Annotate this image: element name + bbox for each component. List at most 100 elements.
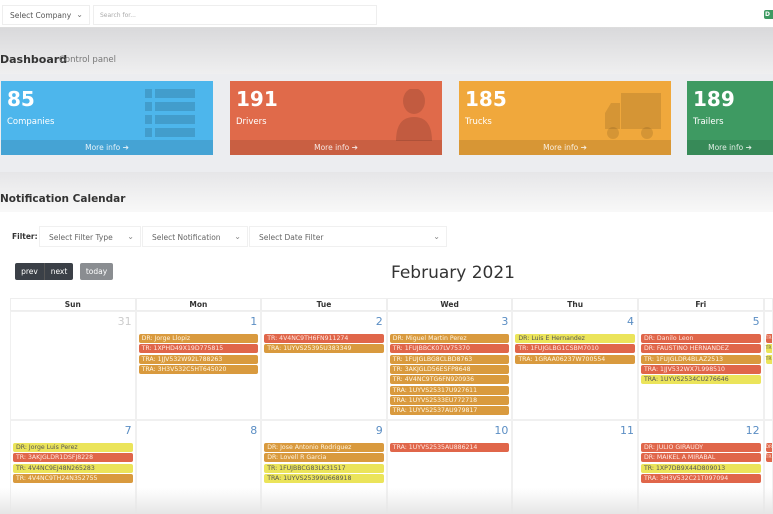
calendar-day-cell[interactable]: 4 DR: Luis E Hernandez TR: 1FUJGLBG1CSBM70… [512,311,638,420]
calendar-day-cell[interactable]: 8 [135,420,262,514]
calendar-event[interactable]: TRA: 1UYVS25399U668918 [264,473,384,483]
calendar-event[interactable]: DR: Jose Antonio Rodriguez [264,443,384,452]
calendar-event[interactable]: TR: 1XP7DB9X44D809013 [641,463,761,473]
arrow-circle-right-icon: ➔ [351,143,358,152]
user-icon [374,88,434,141]
company-select-value: Select Company [10,11,72,20]
arrow-circle-right-icon: ➔ [580,143,587,152]
day-number[interactable]: 31 [117,315,132,328]
calendar-event[interactable]: TRA: 1UYVS2534CU276646 [641,375,761,385]
calendar-event[interactable]: TR [765,354,772,364]
next-button[interactable]: next [44,263,73,280]
calendar-month-title: February 2021 [391,263,515,283]
more-info-link[interactable]: More info ➔ [1,140,213,155]
calendar-event[interactable]: TR: 1FUJGLDR4BLAZ2513 [641,354,761,364]
calendar-day-cell[interactable]: 9 DR: Jose Antonio Rodriguez DR: Lovell R … [261,420,387,514]
arrow-circle-right-icon: ➔ [745,143,752,152]
calendar-event[interactable]: TR: 1FUJBBCK07LV75370 [389,344,510,354]
date-filter-value: Select Date Filter [259,233,324,242]
calendar-day-cell[interactable]: 3 DR: Miguel Martin Perez TR: 1FUJBBCK07LV… [386,311,513,420]
more-info-link[interactable]: More info ➔ [230,140,442,155]
green-button[interactable]: D [764,10,773,19]
day-number[interactable]: 1 [250,315,258,328]
date-filter-select[interactable]: Select Date Filter ⌄ [249,226,447,247]
day-number[interactable]: 7 [124,424,132,437]
calendar-event[interactable]: TRA: 1UYVS2533EU772718 [389,395,510,405]
calendar-event[interactable]: TR: 1FUJGLBG1CSBM7010 [515,344,635,354]
calendar-day-cell[interactable]: TR TR TR [763,311,773,420]
calendar-event[interactable]: TRA: 3H3V532C21T097094 [641,473,761,483]
day-header [763,298,773,311]
stat-value: 191 [236,87,278,111]
day-number[interactable]: 10 [494,424,509,437]
prev-button[interactable]: prev [15,263,44,280]
calendar-event[interactable]: TRA: 1UYVS25395U383349 [264,344,384,354]
calendar-event[interactable]: TR: 1FUJGLBG8CLBD8763 [389,354,510,364]
stat-label: Companies [7,117,55,127]
truck-icon [603,89,663,141]
calendar-event[interactable]: DR: Luis E Hernandez [515,334,635,343]
calendar-event[interactable]: TR: 3AKJGLD56ESFP8648 [389,364,510,374]
day-header: Mon [135,298,262,311]
notification-select[interactable]: Select Notification ⌄ [142,226,248,247]
day-number[interactable]: 3 [501,315,509,328]
calendar-day-cell[interactable]: 2 TR: 4V4NC9TH6FN911274 TRA: 1UYVS25395U38… [261,311,387,420]
calendar-event[interactable]: DR: FAUSTINO HERNANDEZ [641,344,761,354]
calendar-day-cell[interactable]: DR TR [763,420,773,514]
day-header: Fri [638,298,764,311]
calendar-event[interactable]: DR: Jorge Luis Perez [13,443,133,452]
calendar-event[interactable]: DR [765,443,773,452]
day-number[interactable]: 12 [745,424,760,437]
day-header: Thu [512,298,638,311]
calendar-event[interactable]: TR: 4V4NC9TH6FN911274 [264,334,384,343]
calendar-day-cell[interactable]: 31 [10,311,136,420]
day-number[interactable]: 9 [375,424,383,437]
calendar-event[interactable]: TR [765,344,772,354]
stat-label: Drivers [236,117,267,127]
calendar-event[interactable]: TR: 1XPHD49X19D775815 [138,344,259,354]
calendar-event[interactable]: TRA: 1GRAA06237W700554 [515,354,635,364]
calendar-event[interactable]: DR: MAIKEL A MIRABAL [641,453,761,463]
calendar-event[interactable]: TR: 3AKJGLDR1DSFJ8228 [13,453,133,463]
filter-type-select[interactable]: Select Filter Type ⌄ [39,226,141,247]
day-number[interactable]: 11 [619,424,634,437]
company-select[interactable]: Select Company ⌄ [2,5,90,25]
calendar-event[interactable]: DR: Danilo Leon [641,334,761,343]
calendar-event[interactable]: TRA: 3H3V532C5HT645020 [138,364,259,374]
calendar-event[interactable]: DR: JULIO GIRAUDY [641,443,761,452]
day-number[interactable]: 2 [375,315,383,328]
calendar-event[interactable]: TRA: 1JJV532WX7L998510 [641,364,761,374]
search-input[interactable]: Search for... [93,5,377,25]
more-info-link[interactable]: More info ➔ [459,140,671,155]
calendar-event[interactable]: DR: Lovell R Garcia [264,453,384,463]
calendar-day-cell[interactable]: 12 DR: JULIO GIRAUDY DR: MAIKEL A MIRABAL T… [638,420,764,514]
calendar-day-cell[interactable]: 11 [512,420,638,514]
calendar-event[interactable]: TR: 4V4NC9TG6FN920936 [389,375,510,385]
calendar-event[interactable]: TR [765,453,772,463]
calendar-day-cell[interactable]: 7 DR: Jorge Luis Perez TR: 3AKJGLDR1DSFJ82… [10,420,136,514]
chevron-down-icon: ⌄ [433,232,440,241]
calendar-event[interactable]: TRA: 1JJV532W92L788263 [138,354,259,364]
more-info-link[interactable]: More info ➔ [687,140,773,155]
stat-box-drivers: 191 Drivers More info ➔ [230,81,442,155]
day-header-label: Fri [695,300,707,309]
day-number[interactable]: 5 [752,315,760,328]
today-button[interactable]: today [80,263,113,280]
stat-label: Trucks [465,117,492,127]
calendar-day-cell[interactable]: 5 DR: Danilo Leon DR: FAUSTINO HERNANDEZ TR… [638,311,764,420]
day-number[interactable]: 4 [626,315,634,328]
calendar-day-cell[interactable]: 1 DR: Jorge Llopiz TR: 1XPHD49X19D775815 TR… [135,311,262,420]
calendar-day-cell[interactable]: 10 TRA: 1UYVS2535AU886214 [386,420,513,514]
calendar-event[interactable]: DR: Jorge Llopiz [138,334,259,343]
calendar-event[interactable]: TR: 4V4NC9EJ48N265283 [13,463,133,473]
calendar-event[interactable]: DR: Miguel Martin Perez [389,334,510,343]
calendar-event[interactable]: TRA: 1UYVS25317U927611 [389,385,510,395]
day-number[interactable]: 8 [250,424,258,437]
day-header: Sun [10,298,136,311]
arrow-circle-right-icon: ➔ [122,143,129,152]
calendar-event[interactable]: TRA: 1UYVS2535AU886214 [389,443,510,452]
calendar-event[interactable]: TRA: 1UYVS2537AU979817 [389,406,510,416]
calendar-event[interactable]: TR: 4V4NC9TH24N352755 [13,473,133,483]
calendar-event[interactable]: TR: 1FUJBBCG83LK31517 [264,463,384,473]
calendar-event[interactable]: TR [765,334,772,343]
